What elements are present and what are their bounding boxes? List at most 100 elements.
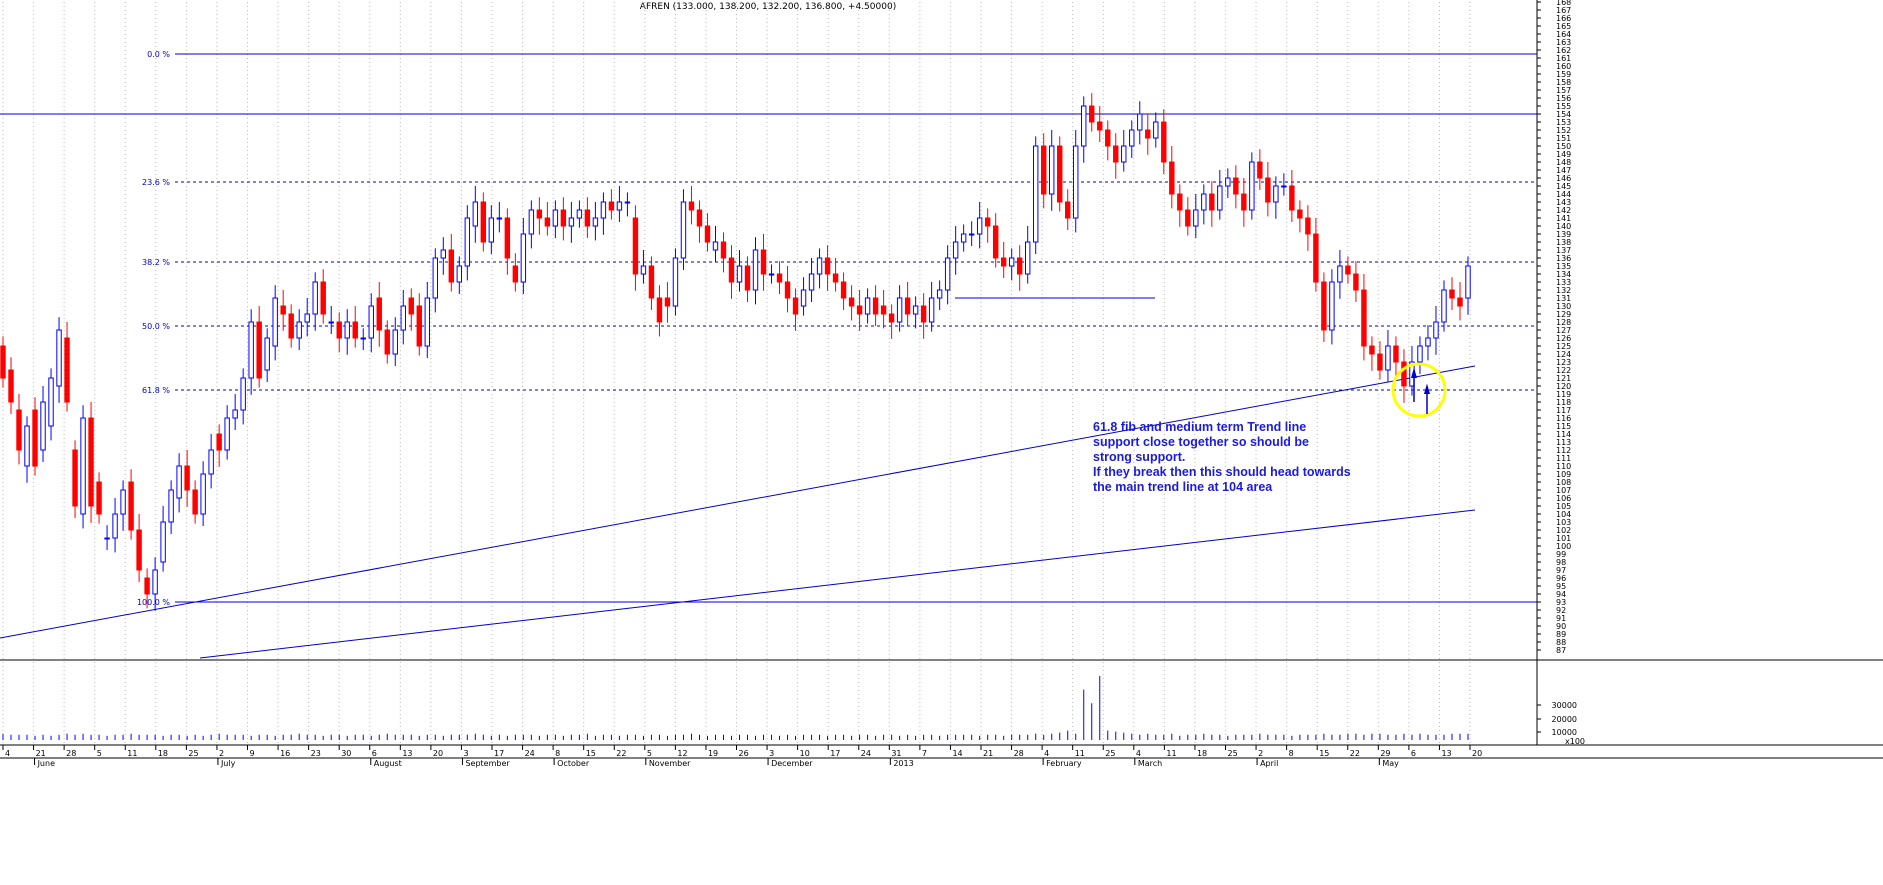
price-axis: 8788899091929394959697989910010110210310… [1537,0,1571,655]
price-tick-label: 94 [1556,590,1566,599]
date-tick-label: 24 [525,749,535,758]
price-tick-label: 120 [1556,382,1571,391]
candle-body [480,201,487,243]
price-tick-label: 154 [1556,110,1571,119]
candle-body [280,305,286,315]
candle-body [312,281,318,315]
candle-body [1289,185,1295,211]
candle-body [1273,185,1279,203]
candle-body [16,409,22,451]
candle-body [1241,193,1247,211]
candle-body [568,217,575,227]
fib-level-label: 38.2 % [142,258,170,267]
candle-body [928,297,935,323]
candle-body [72,449,78,507]
candle-body [192,489,198,515]
candle-body [688,201,695,211]
candle-body [864,297,871,315]
price-tick-label: 155 [1556,102,1571,111]
note-line: the main trend line at 104 area [1093,480,1273,494]
date-tick-label: 13 [402,749,412,758]
price-tick-label: 137 [1556,246,1571,255]
price-tick-label: 131 [1556,294,1571,303]
candle-body [1353,273,1359,291]
date-tick-label: 4 [1044,749,1049,758]
date-tick-label: 30 [341,749,351,758]
candle-body [1457,297,1463,307]
candle-body [1105,129,1111,147]
candle-body [552,209,559,227]
date-tick-label: 9 [250,749,255,758]
candle-body [592,217,599,227]
price-tick-label: 123 [1556,358,1571,367]
candle-body [496,217,503,220]
candle-body [304,313,310,323]
candle-body [872,297,879,315]
price-tick-label: 164 [1556,30,1571,39]
candle-body [88,417,94,507]
date-tick-label: 11 [1075,749,1085,758]
price-tick-label: 107 [1556,486,1571,495]
candle-body [8,369,14,403]
date-tick-label: 6 [372,749,377,758]
price-tick-label: 124 [1556,350,1571,359]
date-tick-label: 15 [586,749,596,758]
date-tick-label: 3 [463,749,468,758]
month-label: July [220,759,236,768]
date-tick-label: 12 [677,749,687,758]
volume-tick-label: 10000 [1552,728,1577,737]
date-tick-label: 15 [1319,749,1329,758]
date-tick-label: 24 [861,749,871,758]
price-tick-label: 158 [1556,78,1571,87]
candle-body [1209,193,1215,211]
price-tick-label: 130 [1556,302,1571,311]
candle-body [448,249,455,283]
date-tick-label: 17 [494,749,504,758]
fib-level-label: 61.8 % [142,386,170,395]
candle-body [136,529,142,571]
date-tick-label: 22 [1350,749,1360,758]
candle-body [96,481,102,515]
arrow-icon [1424,383,1430,394]
price-tick-label: 141 [1556,214,1571,223]
date-tick-label: 6 [1411,749,1416,758]
candle-body [112,513,118,539]
price-tick-label: 143 [1556,198,1571,207]
date-tick-label: 11 [1166,749,1176,758]
candle-body [352,321,358,339]
candle-body [336,321,342,339]
price-tick-label: 102 [1556,526,1571,535]
month-label: September [465,759,510,768]
candle-body [288,313,294,339]
candle-body [1201,193,1207,211]
candle-body [624,201,631,204]
candle-body [560,209,567,227]
candle-body [824,257,831,275]
candle-body [0,345,6,379]
date-tick-label: 19 [708,749,718,758]
candle-body [1137,113,1143,131]
candle-body [1337,265,1343,283]
price-tick-label: 104 [1556,510,1571,519]
candle-body [1345,265,1351,275]
candle-body [1008,257,1015,267]
price-tick-label: 165 [1556,22,1571,31]
price-tick-label: 95 [1556,582,1566,591]
price-tick-label: 139 [1556,230,1571,239]
price-tick-label: 132 [1556,286,1571,295]
price-tick-label: 128 [1556,318,1571,327]
candle-body [968,233,975,236]
candle-body [360,337,366,340]
candle-body [720,241,727,259]
candle-body [1417,345,1423,363]
date-tick-label: 20 [433,749,443,758]
candle-body [768,273,775,276]
candle-body [184,465,190,491]
candle-body [168,489,174,523]
price-tick-label: 157 [1556,86,1571,95]
date-tick-label: 18 [1197,749,1207,758]
candle-body [816,257,823,275]
date-tick-label: 5 [647,749,652,758]
month-label: 2013 [893,759,913,768]
